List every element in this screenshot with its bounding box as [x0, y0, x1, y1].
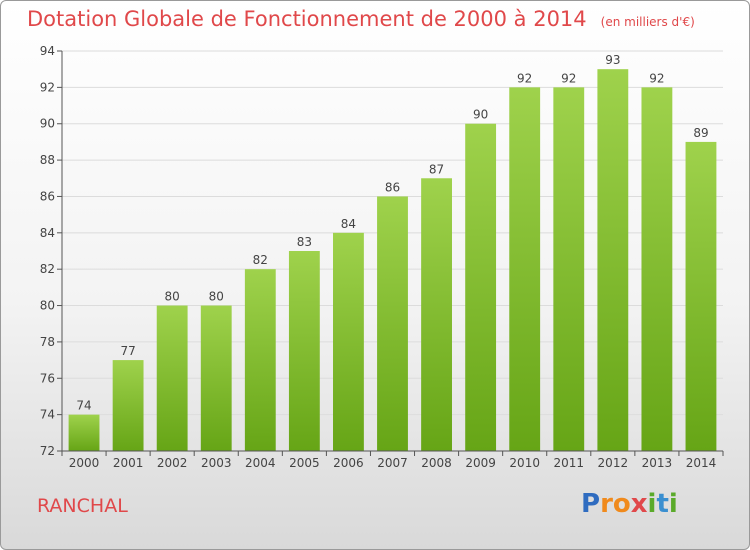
- data-label-2009: 90: [473, 108, 488, 122]
- data-label-2014: 89: [693, 126, 708, 140]
- y-tick-label: 90: [40, 117, 55, 131]
- y-tick-label: 94: [40, 44, 55, 58]
- commune-name: RANCHAL: [37, 495, 128, 517]
- y-tick-label: 86: [40, 189, 55, 203]
- x-tick-label-2006: 2006: [333, 456, 364, 470]
- data-label-2012: 93: [605, 53, 620, 67]
- data-label-2003: 80: [209, 290, 224, 304]
- bar-2002: [156, 305, 188, 451]
- bar-2004: [244, 269, 276, 451]
- y-tick-label: 72: [40, 444, 55, 458]
- data-label-2011: 92: [561, 71, 576, 85]
- bar-2007: [377, 196, 408, 451]
- y-tick-label: 88: [40, 153, 55, 167]
- x-tick-label-2000: 2000: [69, 456, 100, 470]
- chart-subtitle: (en milliers d'€): [600, 15, 695, 29]
- x-tick-label-2009: 2009: [465, 456, 496, 470]
- data-label-2006: 84: [341, 217, 356, 231]
- data-label-2007: 86: [385, 180, 400, 194]
- chart-title: Dotation Globale de Fonctionnement de 20…: [27, 7, 695, 31]
- y-tick-label: 84: [40, 226, 55, 240]
- x-tick-label-2012: 2012: [598, 456, 629, 470]
- x-tick-label-2014: 2014: [686, 456, 717, 470]
- x-tick-label-2003: 2003: [201, 456, 232, 470]
- bar-2000: [68, 414, 100, 451]
- x-tick-label-2007: 2007: [377, 456, 408, 470]
- bar-2003: [200, 305, 232, 451]
- x-tick-label-2005: 2005: [289, 456, 320, 470]
- data-label-2010: 92: [517, 71, 532, 85]
- x-tick-label-2013: 2013: [642, 456, 673, 470]
- x-tick-label-2004: 2004: [245, 456, 276, 470]
- axes: [57, 50, 724, 456]
- chart-title-text: Dotation Globale de Fonctionnement de 20…: [27, 7, 587, 31]
- data-label-2002: 80: [165, 290, 180, 304]
- bar-2010: [509, 87, 541, 451]
- x-tick-label-2001: 2001: [113, 456, 144, 470]
- data-label-2005: 83: [297, 235, 312, 249]
- y-tick-label: 92: [40, 80, 55, 94]
- tick-labels: 72 74 76 78 80 82 84 86 88 90 92 94 74 2000 77 2001 80 20…: [40, 44, 717, 470]
- y-tick-label: 82: [40, 262, 55, 276]
- y-tick-label: 74: [40, 408, 55, 422]
- bar-2009: [465, 123, 497, 452]
- y-tick-label: 78: [40, 335, 55, 349]
- x-tick-label-2002: 2002: [157, 456, 188, 470]
- bar-2001: [112, 360, 144, 451]
- bar-2012: [597, 69, 629, 451]
- bar-2005: [288, 251, 320, 451]
- x-tick-label-2011: 2011: [553, 456, 584, 470]
- x-tick-label-2008: 2008: [421, 456, 452, 470]
- y-tick-label: 76: [40, 371, 55, 385]
- data-label-2013: 92: [649, 71, 664, 85]
- data-label-2001: 77: [120, 344, 135, 358]
- bar-2014: [685, 141, 717, 451]
- data-label-2008: 87: [429, 162, 444, 176]
- bars: [68, 69, 717, 452]
- x-tick-label-2010: 2010: [509, 456, 540, 470]
- bar-2008: [421, 178, 452, 452]
- proxiti-logo: Proxiti: [581, 489, 678, 519]
- bar-2006: [333, 232, 364, 451]
- bar-2011: [553, 87, 585, 451]
- data-label-2000: 74: [76, 399, 91, 413]
- y-tick-label: 80: [40, 299, 55, 313]
- data-label-2004: 82: [253, 253, 268, 267]
- bar-2013: [641, 87, 673, 451]
